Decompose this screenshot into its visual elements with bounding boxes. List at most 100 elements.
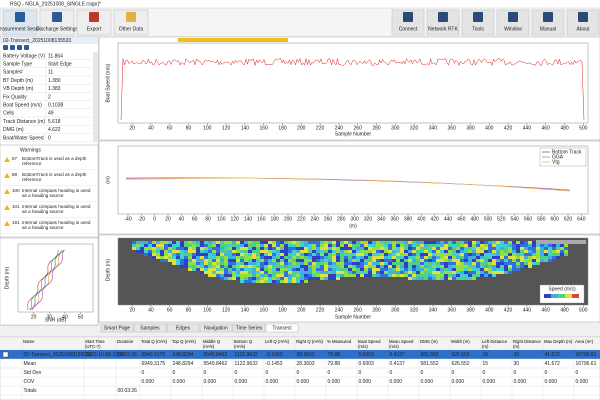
velocity-cell xyxy=(268,265,272,268)
column-header[interactable]: Left Q (m³/s) xyxy=(265,339,294,350)
x-tick-label: 240 xyxy=(335,307,344,313)
velocity-cell xyxy=(284,277,288,280)
column-header[interactable]: Boat Speed (m/s) xyxy=(358,339,387,350)
velocity-cell xyxy=(420,262,424,265)
button-icon xyxy=(543,12,553,22)
velocity-cell xyxy=(504,241,508,244)
velocity-cell xyxy=(560,244,564,247)
velocity-cell xyxy=(420,259,424,262)
velocity-cell xyxy=(428,268,432,271)
velocity-cell xyxy=(432,274,436,277)
velocity-cell xyxy=(260,280,264,283)
velocity-cell xyxy=(440,259,444,262)
velocity-cell xyxy=(372,256,376,259)
velocity-cell xyxy=(532,256,536,259)
column-header[interactable]: Area (m²) xyxy=(575,339,600,350)
x-tick-label: 500 xyxy=(579,307,588,313)
column-header[interactable]: DMG (m) xyxy=(420,339,449,350)
velocity-cell xyxy=(504,244,508,247)
velocity-cell xyxy=(520,265,524,268)
button-icon xyxy=(52,12,62,22)
column-header[interactable]: Start Time (UTC-7) xyxy=(85,339,115,350)
velocity-cell xyxy=(140,247,144,250)
column-header[interactable]: Mean Speed (m/s) xyxy=(389,339,418,350)
table-cell: 0.000 xyxy=(452,379,465,385)
velocity-cell xyxy=(240,274,244,277)
velocity-cell xyxy=(272,265,276,268)
velocity-cell xyxy=(492,259,496,262)
velocity-cell xyxy=(212,271,216,274)
velocity-cell xyxy=(480,241,484,244)
column-header[interactable]: Name xyxy=(23,339,83,350)
velocity-cell xyxy=(520,259,524,262)
velocity-cell xyxy=(404,244,408,247)
velocity-cell xyxy=(408,253,412,256)
velocity-cell xyxy=(332,277,336,280)
property-value: 2 xyxy=(48,94,51,100)
velocity-cell xyxy=(340,271,344,274)
velocity-cell xyxy=(392,253,396,256)
column-header[interactable]: Top Q (m³/s) xyxy=(172,339,201,350)
velocity-cell xyxy=(308,241,312,244)
table-cell: 581.552 xyxy=(421,352,439,358)
column-header[interactable]: Middle Q (m³/s) xyxy=(203,339,232,350)
velocity-cell xyxy=(464,262,468,265)
velocity-cell xyxy=(436,268,440,271)
velocity-cell xyxy=(300,262,304,265)
velocity-cell xyxy=(348,247,352,250)
velocity-cell xyxy=(268,253,272,256)
property-value: 5.618 xyxy=(48,119,61,125)
column-header[interactable]: % Measured xyxy=(327,339,356,350)
column-header[interactable]: Right Distance (m) xyxy=(513,339,542,350)
column-header[interactable]: Left Distance (m) xyxy=(482,339,511,350)
velocity-cell xyxy=(348,268,352,271)
column-header[interactable]: Width (m) xyxy=(451,339,480,350)
velocity-cell xyxy=(292,253,296,256)
x-tick-label: 100 xyxy=(217,216,226,222)
velocity-cell xyxy=(296,280,300,283)
column-header[interactable]: Max Depth (m) xyxy=(544,339,573,350)
velocity-cell xyxy=(344,271,348,274)
velocity-cell xyxy=(236,253,240,256)
x-tick-label: 160 xyxy=(260,125,269,131)
velocity-cell xyxy=(472,247,476,250)
column-header[interactable]: Bottom Q (m³/s) xyxy=(234,339,263,350)
velocity-cell xyxy=(444,271,448,274)
column-header[interactable]: Total Q (m³/s) xyxy=(141,339,170,350)
velocity-cell xyxy=(424,256,428,259)
velocity-cell xyxy=(428,241,432,244)
velocity-cell xyxy=(240,271,244,274)
velocity-cell xyxy=(316,256,320,259)
velocity-cell xyxy=(476,241,480,244)
velocity-cell xyxy=(364,250,368,253)
velocity-cell xyxy=(488,247,492,250)
velocity-cell xyxy=(436,277,440,280)
velocity-cell xyxy=(512,262,516,265)
velocity-cell xyxy=(188,268,192,271)
velocity-cell xyxy=(492,244,496,247)
column-header[interactable]: Duration xyxy=(117,339,139,350)
column-header[interactable]: Right Q (m³/s) xyxy=(296,339,325,350)
colorbar-step xyxy=(551,294,558,298)
velocity-cell xyxy=(232,250,236,253)
velocity-cell xyxy=(276,271,280,274)
row-checkbox[interactable] xyxy=(3,352,8,357)
velocity-cell xyxy=(368,256,372,259)
velocity-cell xyxy=(152,250,156,253)
velocity-cell xyxy=(268,277,272,280)
velocity-cell xyxy=(400,268,404,271)
velocity-cell xyxy=(168,244,172,247)
velocity-cell xyxy=(264,244,268,247)
velocity-cell xyxy=(452,247,456,250)
velocity-cell xyxy=(360,244,364,247)
velocity-cell xyxy=(332,271,336,274)
velocity-cell xyxy=(236,277,240,280)
x-tick-label: 260 xyxy=(354,307,363,313)
velocity-cell xyxy=(160,247,164,250)
velocity-cell xyxy=(268,241,272,244)
velocity-cell xyxy=(200,268,204,271)
x-axis-label: Sample Number xyxy=(335,314,371,320)
velocity-cell xyxy=(380,268,384,271)
velocity-cell xyxy=(336,250,340,253)
velocity-cell xyxy=(468,271,472,274)
